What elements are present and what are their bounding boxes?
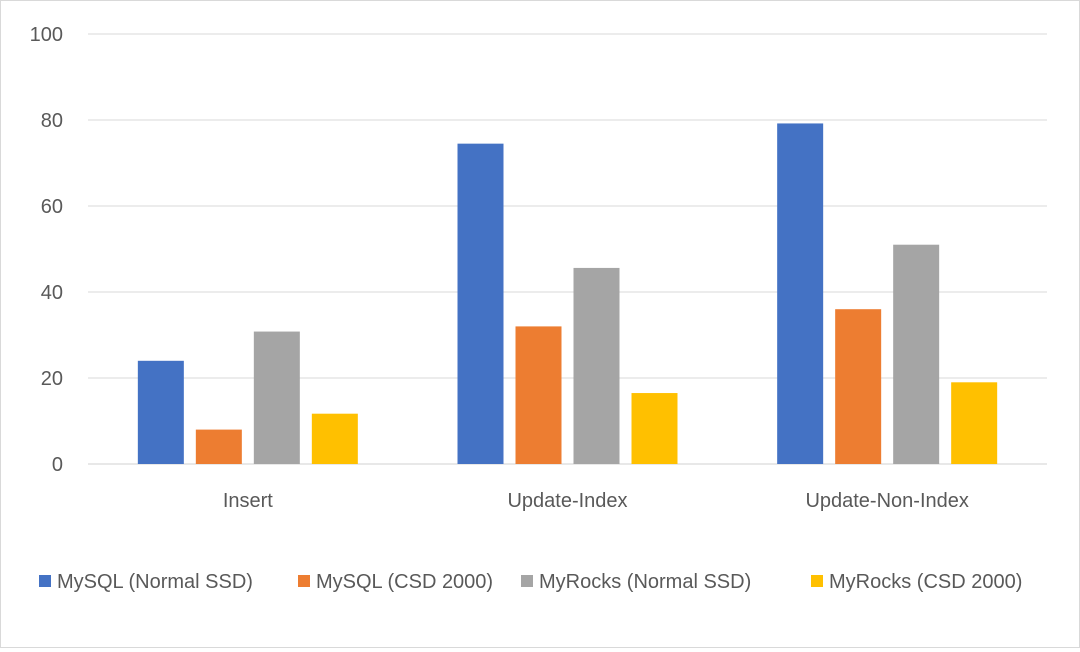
legend-swatch: [39, 575, 51, 587]
legend: MySQL (Normal SSD) MySQL (CSD 2000) MyRock…: [39, 571, 1022, 593]
x-tick-label: Update-Non-Index: [805, 490, 968, 512]
bar: [137, 360, 184, 464]
bar: [195, 429, 242, 464]
bar: [253, 331, 300, 464]
legend-label: MyRocks (Normal SSD): [539, 571, 751, 593]
gridlines: [88, 33, 1047, 465]
bar: [893, 244, 940, 464]
legend-label: MySQL (Normal SSD): [57, 571, 253, 593]
y-tick-label: 0: [52, 454, 63, 476]
bar: [457, 143, 504, 464]
y-tick-label: 100: [30, 24, 63, 46]
x-tick-label: Insert: [223, 490, 273, 512]
legend-label: MySQL (CSD 2000): [316, 571, 493, 593]
bar: [573, 267, 620, 464]
y-axis-ticks: 0 20 40 60 80 100: [30, 24, 63, 476]
legend-swatch: [298, 575, 310, 587]
legend-label: MyRocks (CSD 2000): [829, 571, 1022, 593]
bar: [515, 326, 562, 464]
bar: [835, 309, 882, 464]
bar: [631, 393, 678, 464]
y-tick-label: 60: [41, 196, 63, 218]
y-tick-label: 80: [41, 110, 63, 132]
legend-swatch: [811, 575, 823, 587]
bars-group: [137, 123, 998, 464]
bar: [777, 123, 824, 464]
y-tick-label: 40: [41, 282, 63, 304]
x-axis-ticks: Insert Update-Index Update-Non-Index: [223, 490, 969, 512]
bar: [311, 413, 358, 464]
bar: [951, 382, 998, 464]
legend-swatch: [521, 575, 533, 587]
x-tick-label: Update-Index: [507, 490, 627, 512]
y-tick-label: 20: [41, 368, 63, 390]
